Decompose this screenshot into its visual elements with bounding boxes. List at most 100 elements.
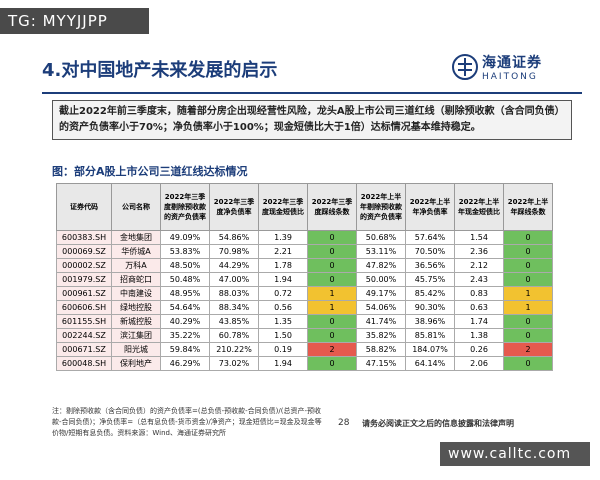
table-cell: 53.83% <box>160 244 210 259</box>
table-cell: 64.14% <box>405 356 455 371</box>
table-row: 002244.SZ 滨江集团 35.22% 60.78% 1.50 0 35.82% 85.8… <box>56 328 553 343</box>
status-cell: 0 <box>307 230 357 245</box>
status-cell: 0 <box>307 328 357 343</box>
table-cell: 49.17% <box>356 286 406 301</box>
table-cell: 2.36 <box>454 244 504 259</box>
table-cell: 招商蛇口 <box>111 272 161 287</box>
table-row: 600606.SH 绿地控股 54.64% 88.34% 0.56 1 54.06% 90.3… <box>56 300 553 315</box>
table-cell: 88.34% <box>209 300 259 315</box>
disclaimer: 请务必阅读正文之后的信息披露和法律声明 <box>362 419 514 428</box>
table-cell: 中南建设 <box>111 286 161 301</box>
table-cell: 54.64% <box>160 300 210 315</box>
table-row: 600048.SH 保利地产 46.29% 73.02% 1.94 0 47.15% 64.1… <box>56 356 553 371</box>
table-cell: 44.29% <box>209 258 259 273</box>
header-row: 证券代码 公司名称 2022年三季度剔除预收款的资产负债率 2022年三季度净负债率 2… <box>56 183 553 231</box>
table-row: 601155.SH 新城控股 40.29% 43.85% 1.35 0 41.74% 38.9… <box>56 314 553 329</box>
table-cell: 35.22% <box>160 328 210 343</box>
column-header: 2022年上半年现金短债比 <box>454 183 504 231</box>
watermark: TG: MYYJJPP <box>0 8 149 34</box>
table-cell: 73.02% <box>209 356 259 371</box>
table-cell: 88.03% <box>209 286 259 301</box>
footnote: 注：剔除预收款（含合同负债）的资产负债率=(总负债-预收款-合同负债)/(总资产… <box>52 407 322 437</box>
table-cell: 0.72 <box>258 286 308 301</box>
table-cell: 47.00% <box>209 272 259 287</box>
status-cell: 0 <box>503 356 553 371</box>
table-cell: 2.06 <box>454 356 504 371</box>
divider <box>42 92 582 94</box>
status-cell: 0 <box>503 230 553 245</box>
table-row: 000671.SZ 阳光城 59.84% 210.22% 0.19 2 58.82% 184.… <box>56 342 553 357</box>
table-cell: 1.38 <box>454 328 504 343</box>
table-cell: 59.84% <box>160 342 210 357</box>
table-row: 600383.SH 金地集团 49.09% 54.86% 1.39 0 50.68% 57.6… <box>56 230 553 245</box>
status-cell: 1 <box>307 300 357 315</box>
table-cell: 43.85% <box>209 314 259 329</box>
table-cell: 90.30% <box>405 300 455 315</box>
table-cell: 新城控股 <box>111 314 161 329</box>
table-cell: 万科A <box>111 258 161 273</box>
status-cell: 0 <box>503 258 553 273</box>
table-row: 000961.SZ 中南建设 48.95% 88.03% 0.72 1 49.17% 85.4… <box>56 286 553 301</box>
table-row: 000069.SZ 华侨城A 53.83% 70.98% 2.21 0 53.11% 70.5… <box>56 244 553 259</box>
status-cell: 0 <box>307 244 357 259</box>
table-cell: 54.86% <box>209 230 259 245</box>
table-cell: 50.48% <box>160 272 210 287</box>
table-cell: 滨江集团 <box>111 328 161 343</box>
table-cell: 601155.SH <box>56 314 112 329</box>
status-cell: 1 <box>503 300 553 315</box>
watermark: www.calltc.com <box>440 442 590 466</box>
logo-text: 海通证券 <box>482 55 542 71</box>
summary-box: 截止2022年前三季度末，随着部分房企出现经营性风险，龙头A股上市公司三道红线（… <box>52 100 572 140</box>
table-cell: 47.82% <box>356 258 406 273</box>
status-cell: 0 <box>307 272 357 287</box>
table-cell: 1.54 <box>454 230 504 245</box>
table-cell: 600606.SH <box>56 300 112 315</box>
table-cell: 70.98% <box>209 244 259 259</box>
table-cell: 1.39 <box>258 230 308 245</box>
status-cell: 2 <box>503 342 553 357</box>
table-cell: 70.50% <box>405 244 455 259</box>
table-cell: 2.21 <box>258 244 308 259</box>
table-cell: 49.09% <box>160 230 210 245</box>
table-cell: 0.63 <box>454 300 504 315</box>
table-cell: 2.12 <box>454 258 504 273</box>
column-header: 2022年上半年剔除预收款的资产负债率 <box>356 183 406 231</box>
table-cell: 0.83 <box>454 286 504 301</box>
table-row: 001979.SZ 招商蛇口 50.48% 47.00% 1.94 0 50.00% 45.7… <box>56 272 553 287</box>
table-cell: 40.29% <box>160 314 210 329</box>
table-cell: 600383.SH <box>56 230 112 245</box>
table-cell: 000671.SZ <box>56 342 112 357</box>
table-cell: 2.43 <box>454 272 504 287</box>
table-cell: 41.74% <box>356 314 406 329</box>
figure-caption: 图：部分A股上市公司三道红线达标情况 <box>52 165 248 178</box>
table-cell: 210.22% <box>209 342 259 357</box>
column-header: 2022年三季度净负债率 <box>209 183 259 231</box>
table-cell: 华侨城A <box>111 244 161 259</box>
column-header: 2022年三季度现金短债比 <box>258 183 308 231</box>
table-cell: 保利地产 <box>111 356 161 371</box>
table-cell: 57.64% <box>405 230 455 245</box>
table-cell: 50.68% <box>356 230 406 245</box>
table-cell: 000069.SZ <box>56 244 112 259</box>
table-cell: 48.95% <box>160 286 210 301</box>
column-header: 公司名称 <box>111 183 161 231</box>
column-header: 证券代码 <box>56 183 112 231</box>
table-cell: 001979.SZ <box>56 272 112 287</box>
table-row: 000002.SZ 万科A 48.50% 44.29% 1.78 0 47.82% 36.56… <box>56 258 553 273</box>
table-cell: 1.74 <box>454 314 504 329</box>
status-cell: 0 <box>503 314 553 329</box>
column-header: 2022年三季度剔除预收款的资产负债率 <box>160 183 210 231</box>
status-cell: 1 <box>503 286 553 301</box>
table-cell: 1.94 <box>258 272 308 287</box>
status-cell: 0 <box>503 244 553 259</box>
column-header: 2022年上半年踩线条数 <box>503 183 553 231</box>
status-cell: 0 <box>307 356 357 371</box>
table-cell: 35.82% <box>356 328 406 343</box>
status-cell: 0 <box>503 272 553 287</box>
table-cell: 0.19 <box>258 342 308 357</box>
column-header: 2022年三季度踩线条数 <box>307 183 357 231</box>
table-cell: 1.78 <box>258 258 308 273</box>
table-cell: 1.94 <box>258 356 308 371</box>
status-cell: 2 <box>307 342 357 357</box>
